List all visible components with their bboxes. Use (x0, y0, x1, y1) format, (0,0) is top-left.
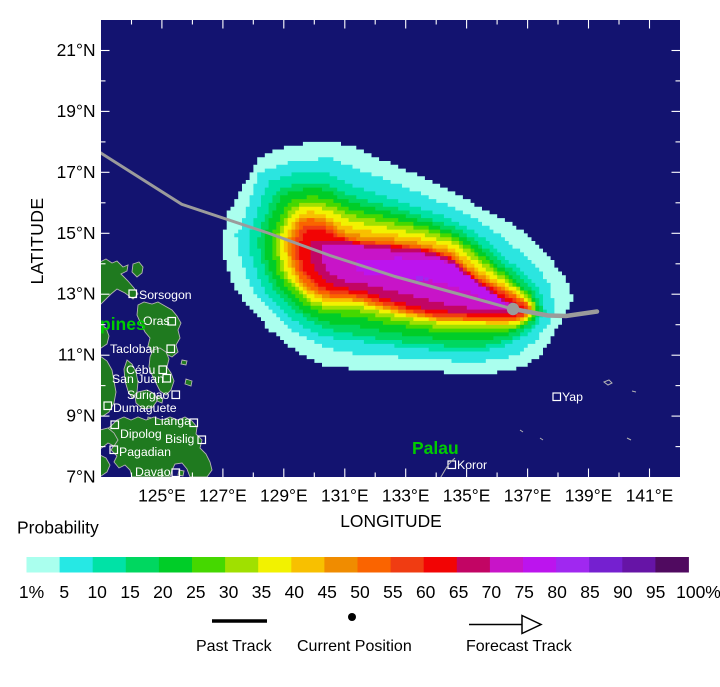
svg-text:50: 50 (350, 582, 370, 602)
svg-text:Sorsogon: Sorsogon (139, 288, 192, 302)
svg-text:Koror: Koror (457, 458, 487, 472)
svg-text:10: 10 (87, 582, 107, 602)
svg-text:LATITUDE: LATITUDE (27, 198, 47, 285)
svg-text:13°N: 13°N (57, 284, 96, 304)
svg-text:129°E: 129°E (260, 486, 308, 506)
svg-text:Palau: Palau (412, 438, 459, 458)
svg-text:Past Track: Past Track (196, 638, 273, 655)
svg-text:133°E: 133°E (382, 486, 430, 506)
svg-text:95: 95 (646, 582, 665, 602)
svg-text:45: 45 (317, 582, 336, 602)
svg-text:Dumaguete: Dumaguete (113, 401, 177, 415)
svg-text:Bislig: Bislig (165, 432, 195, 446)
svg-text:60: 60 (416, 582, 436, 602)
svg-text:100%: 100% (676, 582, 720, 602)
svg-text:LONGITUDE: LONGITUDE (340, 511, 441, 531)
svg-text:Forecast Track: Forecast Track (466, 638, 573, 655)
svg-text:25: 25 (186, 582, 205, 602)
svg-text:Pagadian: Pagadian (119, 445, 171, 459)
svg-text:Davao: Davao (135, 465, 171, 479)
svg-text:San Juan: San Juan (112, 372, 164, 386)
svg-text:90: 90 (613, 582, 633, 602)
svg-text:Oras: Oras (143, 314, 170, 328)
svg-text:131°E: 131°E (321, 486, 369, 506)
svg-text:65: 65 (449, 582, 468, 602)
svg-text:Current Position: Current Position (297, 638, 412, 655)
svg-text:19°N: 19°N (57, 101, 96, 121)
svg-text:135°E: 135°E (443, 486, 491, 506)
svg-text:15: 15 (120, 582, 139, 602)
svg-text:11°N: 11°N (58, 345, 96, 365)
svg-text:15°N: 15°N (57, 223, 96, 243)
svg-text:Probability: Probability (17, 518, 99, 538)
svg-text:Dipolog: Dipolog (120, 427, 162, 441)
svg-text:55: 55 (383, 582, 402, 602)
svg-text:7°N: 7°N (66, 467, 95, 487)
svg-text:125°E: 125°E (138, 486, 186, 506)
svg-text:20: 20 (153, 582, 173, 602)
svg-text:1%: 1% (19, 582, 44, 602)
svg-text:Surigao: Surigao (127, 388, 170, 402)
svg-text:141°E: 141°E (626, 486, 674, 506)
svg-text:80: 80 (547, 582, 567, 602)
svg-text:139°E: 139°E (565, 486, 613, 506)
svg-text:137°E: 137°E (504, 486, 552, 506)
svg-text:17°N: 17°N (57, 162, 96, 182)
svg-text:5: 5 (59, 582, 69, 602)
svg-text:21°N: 21°N (57, 40, 96, 60)
svg-text:Yap: Yap (562, 390, 583, 404)
svg-text:75: 75 (514, 582, 533, 602)
svg-text:Tacloban: Tacloban (110, 342, 159, 356)
svg-text:9°N: 9°N (66, 406, 95, 426)
svg-text:85: 85 (580, 582, 599, 602)
svg-text:Lianga: Lianga (154, 414, 191, 428)
svg-text:127°E: 127°E (199, 486, 247, 506)
svg-text:35: 35 (252, 582, 271, 602)
svg-text:40: 40 (285, 582, 305, 602)
svg-text:30: 30 (219, 582, 239, 602)
svg-text:70: 70 (482, 582, 502, 602)
svg-text:Cébu: Cébu (126, 363, 156, 377)
svg-text:pines: pines (100, 314, 146, 334)
